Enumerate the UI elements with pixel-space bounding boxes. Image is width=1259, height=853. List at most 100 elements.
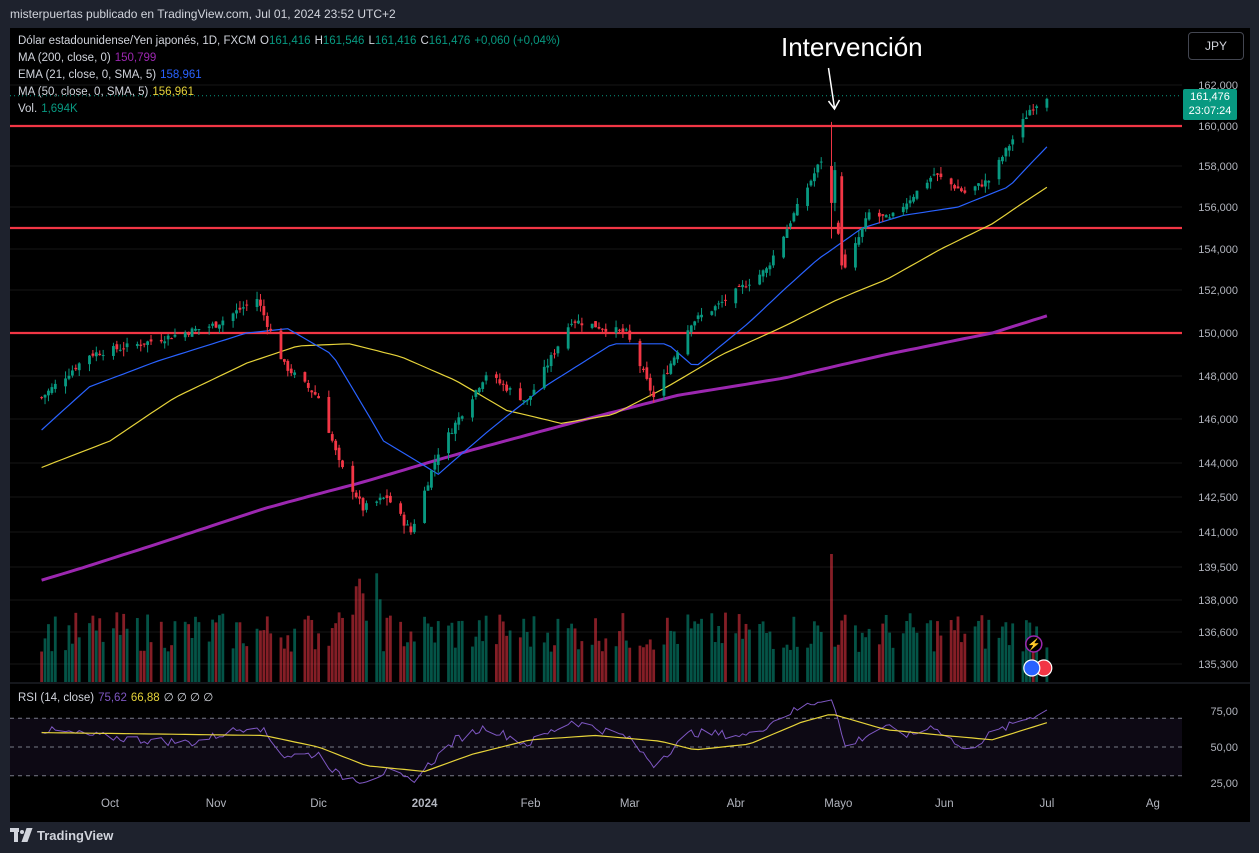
candle-body — [936, 173, 939, 175]
candle — [50, 383, 54, 395]
candle-body — [867, 212, 871, 220]
price-chart-svg[interactable]: 162,000160,000158,000156,000154,000152,0… — [10, 28, 1250, 822]
candle — [765, 266, 768, 278]
candle — [676, 350, 680, 363]
volume-bar — [77, 637, 81, 682]
legend-ma200-label: MA (200, close, 0) — [18, 52, 111, 64]
candle-body — [905, 203, 909, 210]
volume-bar — [713, 642, 717, 682]
candle — [857, 230, 861, 247]
volume-bar — [614, 646, 618, 682]
legend-ma50-row[interactable]: MA (50, close, 0, SMA, 5) 156,961 — [18, 86, 198, 98]
footer-bar — [0, 822, 1259, 853]
tradingview-logo[interactable]: TradingView — [10, 826, 113, 844]
currency-button[interactable]: JPY — [1188, 32, 1244, 60]
candle-body — [1031, 109, 1035, 111]
candle — [40, 396, 44, 400]
candle-body — [282, 359, 286, 362]
legend-ma200-row[interactable]: MA (200, close, 0) 150,799 — [18, 52, 160, 64]
candle — [580, 317, 584, 332]
candle — [662, 369, 666, 401]
candle-body — [98, 353, 102, 356]
volume-bar — [286, 635, 290, 682]
candle-body — [306, 382, 310, 388]
candle — [337, 444, 341, 468]
volume-bar — [453, 647, 457, 682]
volume-bar — [645, 644, 649, 682]
price-tick-label: 139,500 — [1198, 562, 1238, 574]
legend-ema21-row[interactable]: EMA (21, close, 0, SMA, 5) 158,961 — [18, 69, 206, 81]
candle — [70, 365, 74, 378]
rsi-legend-row[interactable]: RSI (14, close) 75,62 66,88 ∅ ∅ ∅ ∅ — [18, 690, 217, 704]
volume-bar — [53, 616, 57, 682]
volume-bar — [190, 637, 194, 682]
candle — [594, 320, 597, 328]
volume-bar — [337, 612, 341, 682]
candle-body — [385, 495, 389, 498]
last-price-tag: 161,476 23:07:24 — [1183, 89, 1237, 120]
candle-body — [430, 470, 433, 488]
legend-vol-row[interactable]: Vol. 1,694K — [18, 103, 82, 115]
candle — [481, 381, 485, 393]
volume-bar — [341, 617, 344, 682]
candle-body — [1011, 139, 1015, 145]
candle — [713, 304, 717, 317]
candle-body — [286, 360, 290, 371]
time-tick-label: Dic — [310, 798, 327, 810]
candle-body — [614, 327, 618, 333]
volume-bar — [724, 612, 727, 682]
candle — [597, 322, 601, 330]
candle-body — [354, 492, 358, 498]
candle — [262, 299, 266, 321]
price-tick-label: 154,000 — [1198, 244, 1238, 256]
candle — [317, 393, 320, 399]
candle-body — [88, 355, 91, 365]
candle-body — [956, 186, 960, 189]
candle — [241, 301, 245, 316]
rsi-tick-label: 75,00 — [1210, 706, 1238, 718]
candle — [122, 341, 126, 357]
candle — [925, 179, 929, 190]
candle-body — [908, 200, 912, 204]
candle-body — [700, 314, 703, 318]
volume-bar — [812, 621, 816, 682]
candle-body — [351, 465, 355, 492]
attribution-text: misterpuertas publicado en TradingView.c… — [10, 7, 396, 21]
volume-bar — [115, 612, 119, 682]
volume-bar — [956, 616, 960, 682]
ema21-line — [41, 146, 1048, 476]
candle — [67, 368, 71, 381]
candle-body — [135, 344, 139, 346]
volume-bar — [843, 614, 847, 682]
volume-bar — [231, 648, 235, 682]
candle-body — [648, 377, 652, 391]
candle-body — [642, 368, 645, 370]
candle-body — [987, 180, 991, 183]
legend-vol-label: Vol. — [18, 103, 38, 115]
volume-bar — [710, 613, 714, 682]
candle-body — [70, 370, 74, 376]
candle — [789, 220, 792, 230]
chart-area[interactable]: 162,000 160,000 158,000 156,000 154,000 152,0… — [10, 28, 1250, 822]
candle-body — [498, 379, 502, 384]
candle-body — [255, 299, 259, 307]
volume-bar — [47, 624, 50, 682]
volume-bar — [211, 619, 214, 682]
volume-bar — [505, 635, 509, 682]
volume-bar — [983, 648, 987, 682]
volume-bar — [245, 646, 249, 682]
volume-bar — [40, 651, 44, 682]
time-tick-label: Feb — [521, 798, 541, 810]
candle-body — [857, 237, 861, 245]
candle — [259, 293, 262, 312]
volume-bar — [91, 615, 95, 682]
candle — [761, 269, 765, 283]
candle-body — [426, 485, 430, 491]
volume-bar — [125, 628, 129, 682]
grid — [10, 84, 1250, 684]
volume-bar — [447, 625, 450, 682]
volume-bar — [238, 622, 242, 682]
candle — [64, 371, 67, 394]
volume-bar — [477, 620, 481, 682]
volume-bar — [830, 554, 833, 682]
